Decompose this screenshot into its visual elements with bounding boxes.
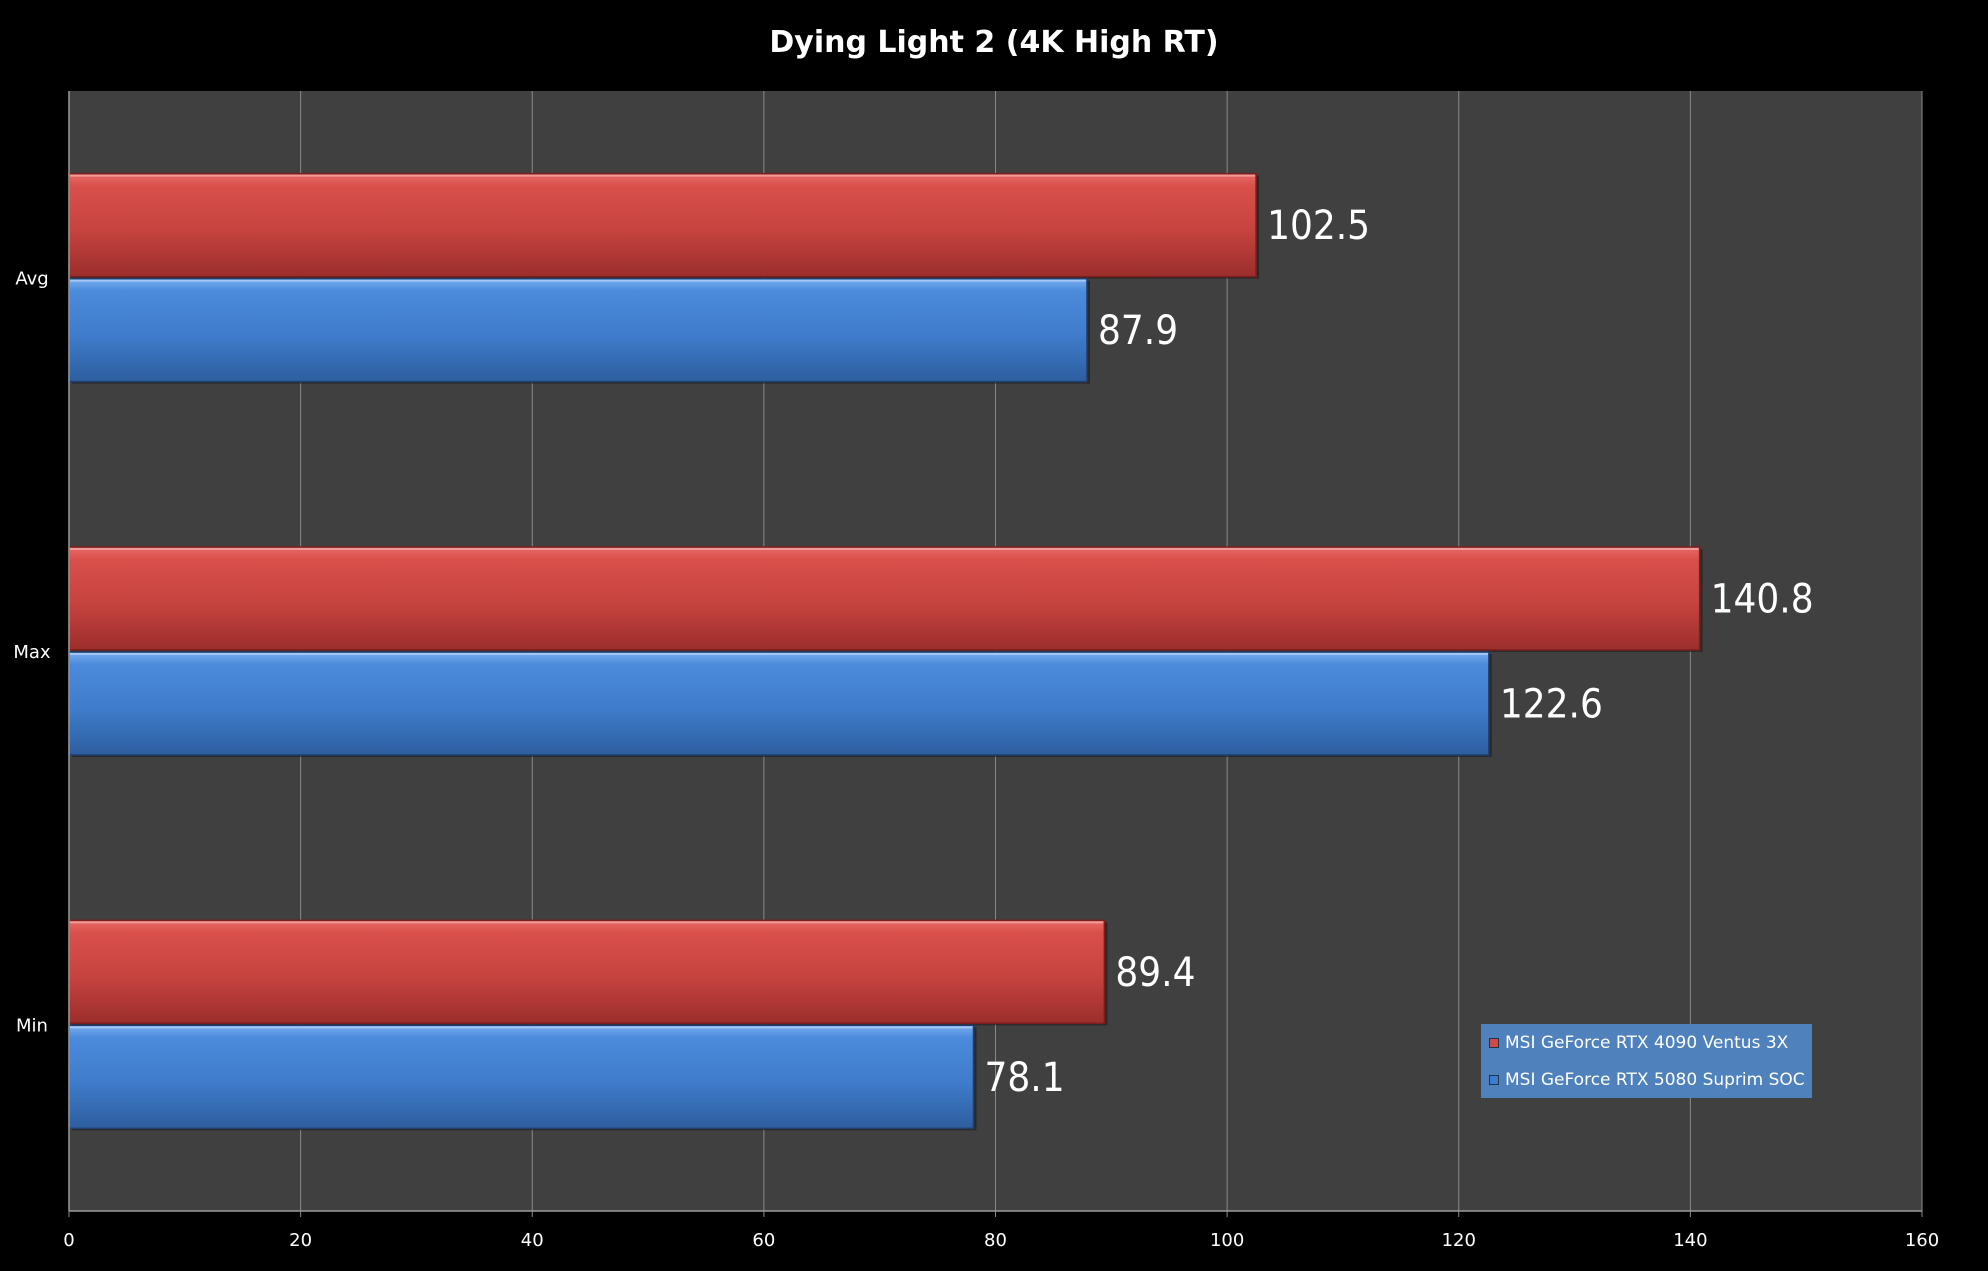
bar	[68, 1024, 975, 1130]
bars	[68, 172, 1703, 1131]
x-tick-label: 0	[63, 1230, 74, 1251]
x-tick-label: 20	[289, 1230, 312, 1251]
data-label: 102.5	[1267, 203, 1370, 249]
data-labels: 102.5 87.9 140.8 122.6 89.4 78.1	[984, 203, 1813, 1101]
bar	[68, 277, 1088, 383]
data-label: 78.1	[984, 1055, 1064, 1101]
x-tick-label: 100	[1210, 1230, 1244, 1251]
legend-swatch-series-1	[1489, 1038, 1499, 1048]
y-category-label: Avg	[15, 269, 48, 290]
data-label: 89.4	[1115, 950, 1195, 996]
bar	[68, 919, 1106, 1025]
bar	[68, 172, 1257, 278]
chart-title: Dying Light 2 (4K High RT)	[769, 25, 1218, 60]
axes: 0 20 40 60 80 100 120 140 160 Avg Max Min	[13, 91, 1939, 1251]
legend-swatch-series-2	[1489, 1075, 1499, 1085]
legend-item-series-2: MSI GeForce RTX 5080 Suprim SOC	[1489, 1062, 1805, 1098]
x-tick-label: 120	[1442, 1230, 1476, 1251]
bar	[68, 546, 1701, 651]
x-tick-label: 80	[984, 1230, 1007, 1251]
data-label: 87.9	[1098, 308, 1178, 354]
legend-item-series-1: MSI GeForce RTX 4090 Ventus 3X	[1489, 1025, 1788, 1061]
y-category-label: Max	[13, 642, 51, 663]
data-label: 140.8	[1711, 577, 1814, 623]
legend-label-series-1: MSI GeForce RTX 4090 Ventus 3X	[1505, 1033, 1789, 1053]
y-category-label: Min	[16, 1015, 48, 1036]
legend: MSI GeForce RTX 4090 Ventus 3X MSI GeFor…	[1481, 1024, 1812, 1098]
x-tick-label: 60	[752, 1230, 775, 1251]
x-tick-label: 160	[1905, 1230, 1939, 1251]
legend-label-series-2: MSI GeForce RTX 5080 Suprim SOC	[1505, 1070, 1805, 1090]
x-tick-label: 140	[1673, 1230, 1707, 1251]
data-label: 122.6	[1500, 682, 1603, 728]
bar	[68, 651, 1490, 756]
x-tick-label: 40	[521, 1230, 544, 1251]
